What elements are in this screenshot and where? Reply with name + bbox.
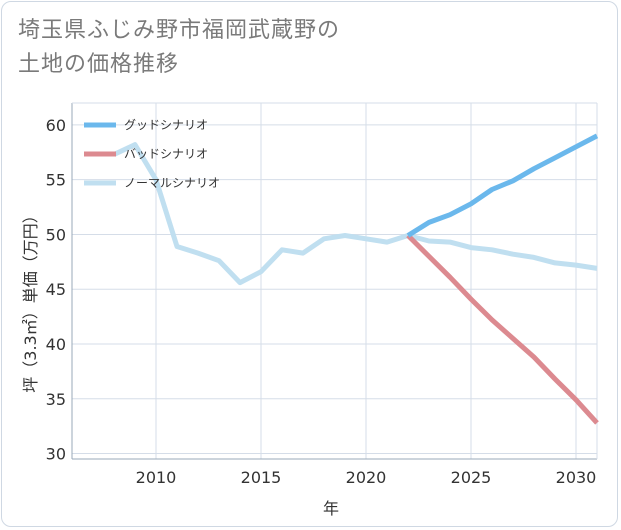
plot-frame [71,102,598,460]
series-lines [112,133,599,425]
legend-label-normal: ノーマルシナリオ [124,176,220,190]
x-tick-label: 2010 [136,468,177,487]
legend-label-bad: バッドシナリオ [124,147,208,161]
y-axis-title: 坪（3.3㎡）単価（万円） [21,207,40,392]
series-line-normal [112,142,598,286]
y-tick-label: 50 [46,225,66,244]
chart-title: 埼玉県ふじみ野市福岡武蔵野の 土地の価格推移 [18,14,340,82]
x-tick-label: 2015 [241,468,282,487]
x-tick-label: 2025 [451,468,492,487]
x-tick-label: 2020 [346,468,387,487]
tick-labels: 2010 2015 2020 2025 2030 30 35 40 45 50 55 60 [46,116,597,487]
series-line-bad [406,233,599,425]
title-line-1: 埼玉県ふじみ野市福岡武蔵野の [18,18,341,43]
title-line-2: 土地の価格推移 [18,52,180,77]
series-line-good [406,133,599,238]
y-tick-label: 40 [46,335,66,354]
x-tick-label: 2030 [556,468,597,487]
x-axis-title: 年 [323,499,339,518]
y-tick-label: 30 [46,445,66,464]
y-tick-label: 55 [46,171,66,190]
legend-label-good: グッドシナリオ [124,118,208,132]
y-tick-label: 60 [46,116,66,135]
y-tick-label: 35 [46,390,66,409]
y-tick-label: 45 [46,280,66,299]
grid [72,103,597,459]
